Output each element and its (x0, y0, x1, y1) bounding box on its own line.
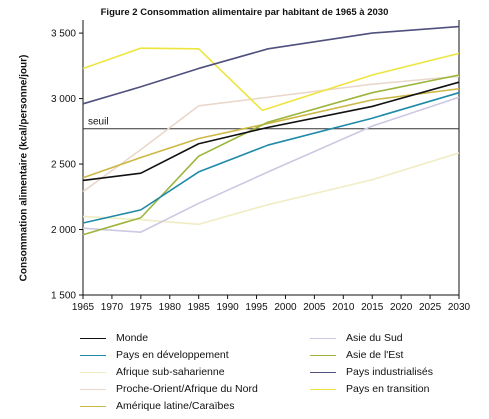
series-line (82, 47, 460, 112)
legend-item: Pays en transition (310, 381, 429, 397)
legend-swatch (80, 354, 106, 356)
legend-label: Asie du Sud (346, 332, 403, 344)
legend-swatch (310, 388, 336, 390)
x-tick-label: 2015 (361, 302, 384, 313)
x-tick-label: 1975 (130, 302, 153, 313)
x-tick-label: 2000 (274, 302, 297, 313)
legend-label: Monde (116, 332, 149, 344)
series-line (82, 74, 460, 236)
series-line (82, 87, 460, 179)
legend-swatch (80, 337, 106, 339)
x-tick-label: 1980 (159, 302, 182, 313)
legend-label: Asie de l'Est (346, 349, 404, 361)
legend-label: Amérique latine/Caraïbes (116, 400, 235, 412)
legend-swatch (310, 337, 336, 339)
x-tick-label: 2030 (448, 302, 471, 313)
series-line (82, 152, 460, 226)
legend-swatch (80, 388, 106, 390)
legend-swatch (80, 371, 106, 373)
legend-swatch (310, 371, 336, 373)
chart-title: Figure 2 Consommation alimentaire par ha… (100, 7, 389, 18)
legend-label: Pays en transition (346, 383, 430, 395)
legend-item: Asie de l'Est (310, 347, 403, 363)
y-tick-label: 2 000 (51, 225, 76, 236)
legend-swatch (80, 405, 106, 407)
chart-plot: 1 500 2 000 2 500 3 000 3 500 1965 1970 1975 198… (51, 20, 471, 313)
x-tick-label: 2025 (419, 302, 442, 313)
series-line (82, 91, 460, 224)
legend-item: Pays industrialisés (310, 364, 433, 380)
legend-item: Pays en développement (80, 347, 229, 363)
x-tick-label: 1995 (245, 302, 268, 313)
legend-item: Monde (80, 330, 148, 346)
x-tick-label: 2010 (332, 302, 355, 313)
x-tick-label: 1965 (72, 302, 95, 313)
x-tick-label: 1985 (188, 302, 211, 313)
threshold-label: seuil (88, 117, 109, 128)
series-line (82, 96, 460, 233)
legend-item: Proche-Orient/Afrique du Nord (80, 381, 258, 397)
series-line (82, 25, 460, 105)
legend-label: Proche-Orient/Afrique du Nord (116, 383, 258, 395)
legend-label: Pays industrialisés (346, 366, 433, 378)
legend-label: Afrique sub-saharienne (116, 366, 225, 378)
x-tick-label: 1990 (216, 302, 239, 313)
legend-item: Asie du Sud (310, 330, 403, 346)
x-tick-label: 2005 (303, 302, 326, 313)
y-tick-label: 3 500 (51, 29, 76, 40)
y-tick-label: 3 000 (51, 94, 76, 105)
legend-label: Pays en développement (116, 349, 229, 361)
chart-legend: Monde Pays en développement Afrique sub-sa… (80, 330, 480, 418)
series-line (82, 81, 460, 182)
y-tick-label: 1 500 (51, 291, 76, 302)
legend-item: Amérique latine/Caraïbes (80, 398, 234, 414)
y-tick-label: 2 500 (51, 160, 76, 171)
legend-swatch (310, 354, 336, 356)
x-tick-label: 1970 (101, 302, 124, 313)
series-line (82, 75, 460, 193)
x-tick-label: 2020 (390, 302, 413, 313)
legend-item: Afrique sub-saharienne (80, 364, 225, 380)
